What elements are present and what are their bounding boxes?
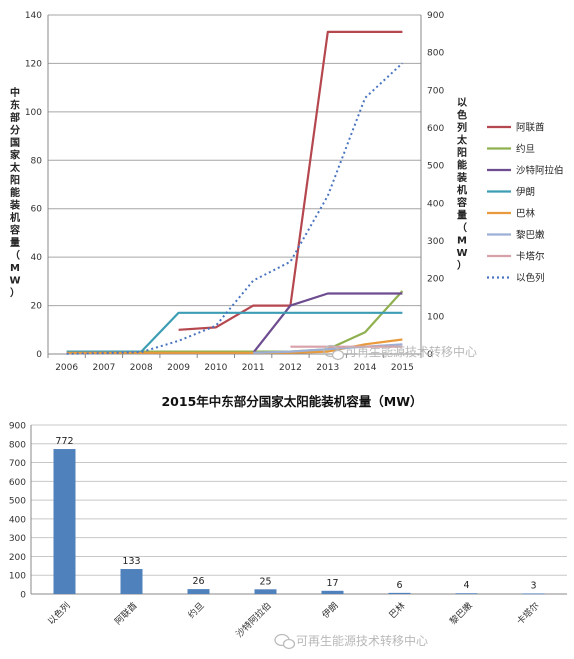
chart-title: 2015年中东部分国家太阳能装机容量（MW）: [161, 394, 422, 409]
legend-label: 黎巴嫩: [516, 229, 545, 241]
series-line-2: [252, 292, 403, 354]
x-category-label: 巴林: [386, 600, 407, 621]
y-tick-label: 700: [9, 459, 26, 469]
bar: [455, 593, 478, 595]
y-right-tick-label: 200: [427, 275, 444, 285]
legend-label: 阿联酋: [516, 122, 545, 134]
y-tick-label: 400: [9, 515, 26, 525]
y-right-tick-label: 800: [427, 49, 444, 59]
x-category-label: 伊朗: [319, 600, 340, 621]
x-category-label: 以色列: [45, 600, 73, 628]
bar: [53, 449, 76, 594]
x-category-label: 卡塔尔: [514, 600, 542, 628]
bar: [187, 589, 210, 594]
bar-value-label: 772: [55, 436, 73, 447]
x-tick-label: 2012: [279, 363, 302, 373]
y-tick-label: 200: [9, 553, 26, 563]
bar: [522, 593, 545, 595]
x-tick-label: 2006: [55, 363, 78, 373]
x-tick-label: 2011: [242, 363, 265, 373]
y-left-tick-label: 100: [25, 108, 42, 118]
wechat-icon-bubble: [282, 638, 296, 650]
y-tick-label: 600: [9, 478, 26, 488]
y-right-tick-label: 600: [427, 124, 444, 134]
bar-value-label: 26: [192, 576, 204, 587]
y-left-tick-label: 0: [36, 350, 42, 360]
x-tick-label: 2015: [391, 363, 414, 373]
x-tick-label: 2009: [167, 363, 190, 373]
y-tick-label: 900: [9, 422, 26, 432]
y-left-tick-label: 80: [31, 156, 43, 166]
x-category-label: 阿联酋: [112, 600, 140, 628]
y-tick-label: 500: [9, 497, 26, 507]
y-right-tick-label: 500: [427, 162, 444, 172]
series-line-1: [66, 290, 404, 353]
y-left-tick-label: 60: [31, 205, 43, 215]
y-right-tick-label: 400: [427, 199, 444, 209]
y-axis-right-title: 以色列太阳能装机容量（ M W）: [456, 97, 468, 272]
legend-label: 巴林: [516, 208, 536, 220]
y-right-tick-label: 100: [427, 312, 444, 322]
bar: [388, 592, 411, 594]
y-tick-label: 300: [9, 534, 26, 544]
bar-value-label: 6: [396, 580, 402, 591]
bar-value-label: 25: [259, 576, 271, 587]
y-right-tick-label: 900: [427, 11, 444, 21]
x-tick-label: 2014: [354, 363, 377, 373]
bar-value-label: 133: [122, 556, 140, 567]
y-left-tick-label: 120: [25, 59, 42, 69]
legend-label: 伊朗: [516, 186, 535, 198]
legend-label: 卡塔尔: [516, 251, 545, 263]
legend-label: 以色列: [516, 272, 545, 284]
y-left-tick-label: 40: [31, 253, 43, 263]
x-tick-label: 2007: [92, 363, 115, 373]
bar-value-label: 17: [326, 578, 338, 589]
y-right-tick-label: 300: [427, 237, 444, 247]
legend-label: 约旦: [516, 143, 535, 155]
y-tick-label: 800: [9, 440, 26, 450]
x-tick-label: 2013: [316, 363, 339, 373]
y-right-tick-label: 700: [427, 86, 444, 96]
wechat-icon: [323, 344, 345, 361]
x-tick-label: 2008: [130, 363, 153, 373]
y-left-tick-label: 20: [31, 302, 43, 312]
wechat-icon: [274, 633, 296, 650]
series-line-3: [66, 311, 403, 353]
bar-value-label: 3: [530, 580, 536, 591]
watermark-text: 可再生能源技术转移中心: [296, 633, 428, 648]
y-tick-label: 0: [20, 591, 26, 601]
series-line-7: [66, 62, 404, 355]
y-right-tick-label: 0: [427, 350, 433, 360]
watermark-text: 可再生能源技术转移中心: [345, 344, 477, 359]
y-tick-label: 100: [9, 572, 26, 582]
legend-label: 沙特阿拉伯: [516, 165, 564, 177]
bar-value-label: 4: [463, 580, 469, 591]
wechat-icon-bubble: [331, 349, 345, 361]
x-category-label: 沙特阿拉伯: [233, 600, 273, 640]
x-category-label: 约旦: [185, 600, 206, 621]
x-category-label: 黎巴嫩: [447, 600, 475, 628]
bar: [254, 589, 277, 594]
bar: [321, 590, 344, 594]
x-tick-label: 2010: [204, 363, 227, 373]
y-left-tick-label: 140: [25, 11, 42, 21]
bar: [120, 569, 143, 594]
y-axis-left-title: 中东部分国家太阳能装机容量（ M W）: [9, 86, 21, 299]
series-line-0: [178, 30, 403, 331]
